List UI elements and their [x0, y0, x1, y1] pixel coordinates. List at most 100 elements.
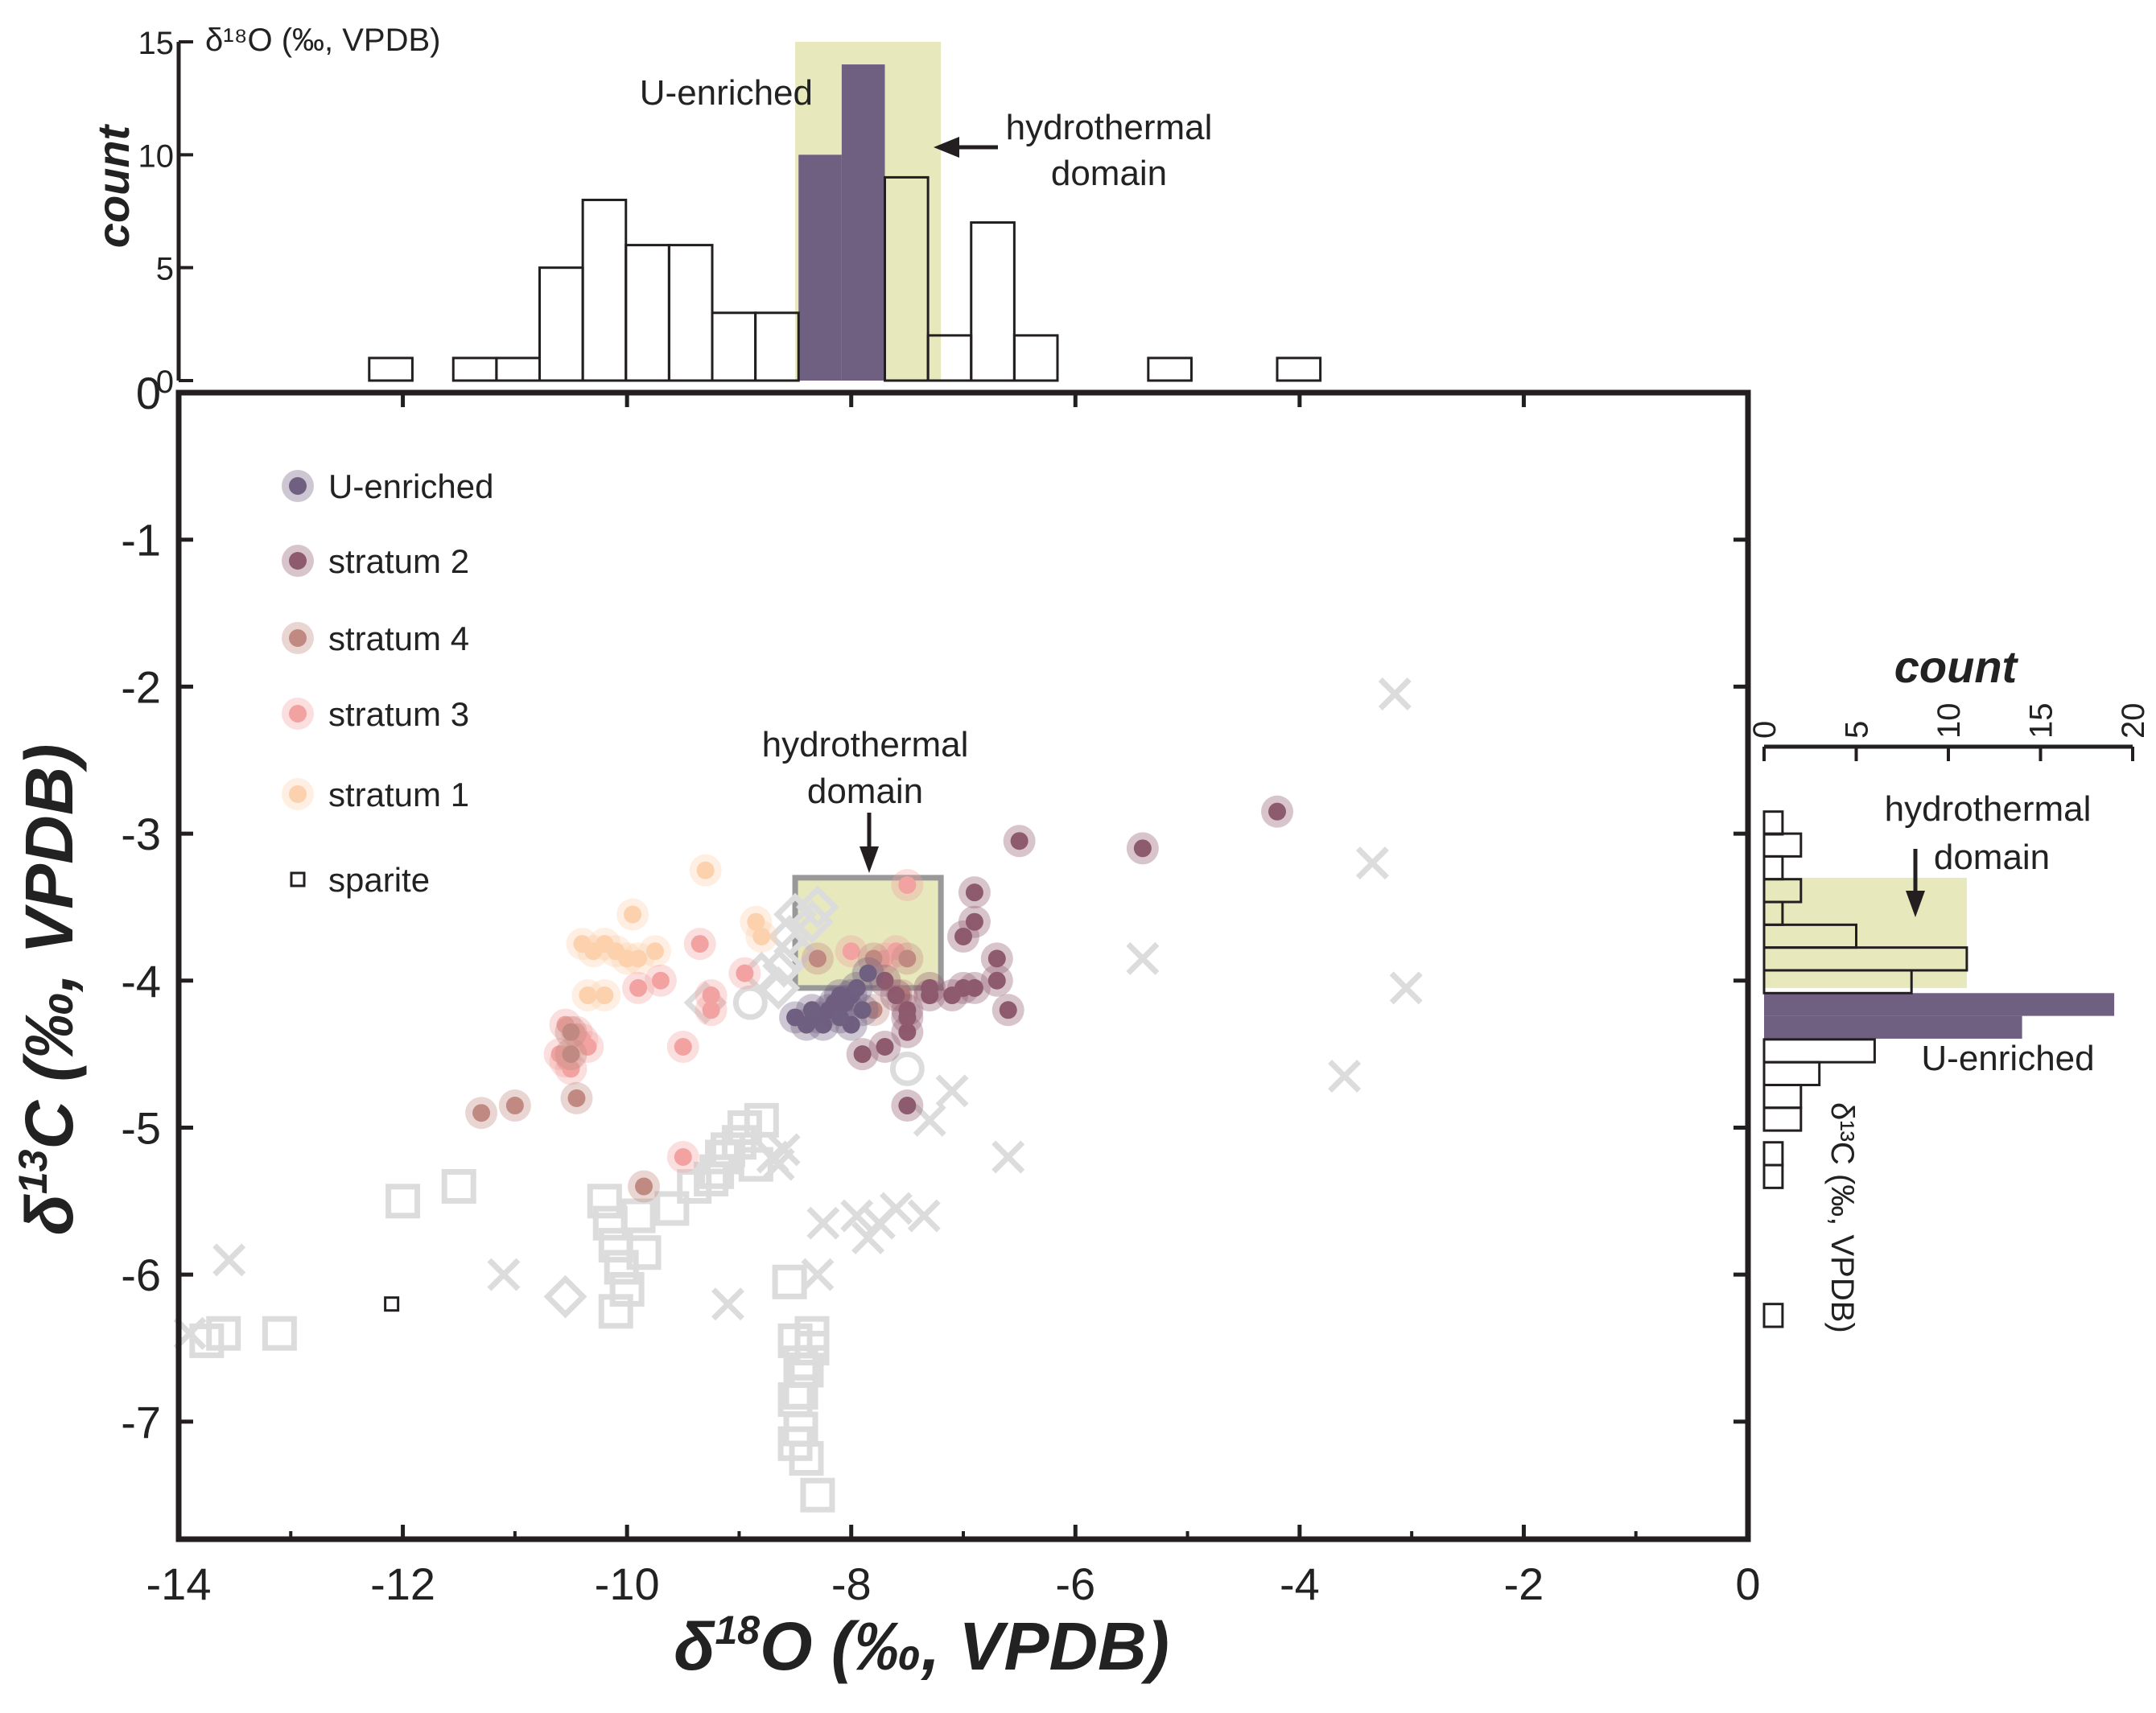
scatter-plot: -14 -12 -10 -8 -6 -4 -2 0 0 -1 -2 -3 -4 -5 -6 -7 U-enric… [121, 368, 1760, 1609]
stratum-4-point [562, 1023, 580, 1041]
x-tick-label: -8 [831, 1559, 872, 1609]
stratum-2-point [898, 1008, 917, 1027]
top-bar [1147, 356, 1193, 382]
stratum-4-point [635, 1177, 653, 1196]
sparite-point [384, 1296, 400, 1312]
right-axis-label: δ¹³C (‰, VPDB) [1824, 1102, 1860, 1333]
grey-cross-marker [212, 1243, 246, 1277]
stratum-3-point [898, 876, 917, 895]
y-tick-label: -2 [121, 661, 161, 712]
stratum-2-point [887, 986, 905, 1005]
grey-square-marker [620, 1198, 656, 1233]
stratum-2-point [943, 986, 962, 1005]
grey-cross-marker [991, 1140, 1025, 1174]
u-enriched-point [802, 1001, 821, 1019]
right-x-tick-label: 10 [1931, 703, 1967, 739]
right-bar [1762, 1083, 1803, 1110]
grey-cross-marker [1389, 971, 1423, 1005]
legend-label: stratum 1 [328, 776, 469, 813]
u-enriched-point [859, 964, 877, 982]
right-x-tick-label: 15 [2024, 703, 2059, 739]
center-hydro-label-2: domain [807, 772, 923, 811]
grey-cross-marker [1378, 677, 1412, 710]
top-axis-label: δ¹⁸O (‰, VPDB) [205, 23, 440, 58]
grey-cross-marker [1328, 1060, 1362, 1093]
right-bar [1762, 1163, 1784, 1189]
stratum-4-point [505, 1097, 524, 1115]
grey-cross-marker [935, 1074, 969, 1108]
stratum-1-point [752, 927, 771, 945]
top-bar [667, 244, 714, 382]
stratum-4-point [864, 949, 883, 968]
top-u-enriched-label: U-enriched [640, 73, 813, 113]
y-tick-label: -3 [121, 809, 161, 859]
grey-diamond-marker [773, 892, 818, 937]
stratum-3-point [690, 935, 709, 953]
stratum-3-point [629, 978, 648, 997]
legend: U-enriched stratum 2 stratum 4 stratum 3 str… [282, 467, 493, 899]
grey-cross-marker [1355, 846, 1389, 880]
u-enriched-point [831, 1008, 849, 1027]
stratum-4-point [472, 1104, 491, 1122]
grey-cross-marker [840, 1199, 874, 1233]
grey-diamond-marker [756, 966, 801, 1010]
legend-label: stratum 3 [328, 695, 469, 733]
legend-marker [289, 629, 307, 647]
x-tick-label: -12 [370, 1559, 435, 1609]
right-bar [1762, 854, 1784, 881]
grey-diamond-marker [795, 885, 839, 929]
stratum-3-point [702, 986, 720, 1005]
top-bar [625, 244, 670, 382]
legend-marker [289, 552, 307, 570]
top-bar [581, 198, 628, 382]
stratum-4-point [567, 1089, 586, 1107]
stratum-2-point [954, 927, 972, 945]
grey-square-marker [598, 1294, 633, 1329]
top-hydro-label-2: domain [1051, 154, 1167, 193]
legend-item: stratum 4 [282, 620, 469, 657]
stratum-2-point [1133, 839, 1152, 858]
stratum-2-point [965, 912, 983, 931]
right-bar [1762, 969, 1913, 994]
right-hydro-label-1: hydrothermal [1885, 789, 2092, 829]
y-axis-title: δ13C (‰, VPDB) [10, 744, 87, 1236]
stratum-3-point [702, 1001, 720, 1019]
right-bar [1762, 1038, 1876, 1064]
stratum-1-point [747, 912, 765, 931]
right-hydro-arrow [1906, 849, 1925, 917]
legend-item: sparite [290, 861, 430, 899]
stratum-4-point [562, 1045, 580, 1064]
stratum-1-point [696, 861, 715, 879]
top-bar [1012, 334, 1059, 382]
y-tick-label: 0 [136, 368, 161, 418]
grey-square-marker [441, 1169, 476, 1204]
grey-square-marker [385, 1184, 421, 1219]
y-tick-label: -5 [121, 1102, 161, 1153]
grey-cross-marker [756, 1140, 789, 1174]
stratum-3-point [842, 942, 860, 961]
stratum-3-point [674, 1037, 692, 1056]
stratum-1-point [624, 905, 642, 924]
center-hydro-arrow [860, 813, 879, 873]
legend-item: stratum 2 [282, 542, 469, 580]
top-y-tick-label: 5 [156, 252, 174, 287]
y-tick-label: -7 [121, 1397, 161, 1447]
top-histogram: 0 5 10 15 [138, 26, 1322, 400]
top-bar [495, 356, 541, 382]
stratum-2-point [965, 883, 983, 902]
x-tick-label: -4 [1280, 1559, 1320, 1609]
right-u-enriched-bar [1764, 1015, 2022, 1039]
grey-square-marker [783, 1374, 818, 1410]
top-bar [970, 221, 1016, 382]
stratum-1-point [596, 986, 614, 1005]
legend-marker [289, 477, 307, 495]
grey-cross-marker [879, 1192, 913, 1225]
top-y-tick-label: 0 [156, 364, 174, 400]
grey-cross-marker [487, 1258, 521, 1291]
top-hydro-arrow [934, 137, 998, 158]
stratum-3-point [651, 971, 670, 990]
right-x-tick-label: 20 [2116, 703, 2151, 739]
stratum-4-point [898, 949, 917, 968]
right-bar [1762, 832, 1803, 858]
